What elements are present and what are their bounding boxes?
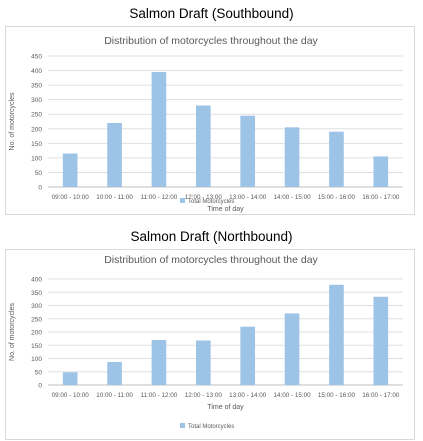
x-tick-label: 11:00 - 12:00 — [141, 194, 178, 201]
y-tick-label: 150 — [31, 141, 42, 148]
heading-northbound: Salmon Draft (Northbound) — [130, 229, 293, 244]
chart-title: Distribution of motorcycles throughout t… — [104, 35, 318, 47]
x-tick-label: 12:00 - 13:00 — [185, 392, 223, 399]
bar — [329, 284, 344, 385]
y-tick-label: 250 — [31, 316, 42, 323]
x-tick-label: 09:00 - 10:00 — [52, 392, 90, 399]
legend-label: Total Motorcycles — [188, 424, 234, 430]
y-tick-label: 350 — [31, 83, 42, 90]
bar — [284, 313, 300, 385]
y-tick-label: 150 — [31, 343, 42, 350]
y-tick-label: 200 — [31, 126, 42, 133]
y-tick-label: 100 — [31, 356, 42, 363]
x-tick-label: 13:00 - 14:00 — [229, 392, 267, 399]
bar — [107, 361, 122, 385]
y-tick-label: 300 — [31, 303, 42, 310]
bar — [195, 105, 211, 187]
y-tick-label: 0 — [38, 185, 42, 192]
x-tick-label: 16:00 - 17:00 — [362, 392, 400, 399]
y-axis-label: No. of motorcycles — [9, 92, 16, 150]
heading-southbound: Salmon Draft (Southbound) — [129, 6, 294, 21]
chart-title: Distribution of motorcycles throughout t… — [104, 254, 318, 266]
y-tick-label: 400 — [31, 277, 42, 284]
y-tick-label: 400 — [31, 68, 42, 75]
x-tick-label: 16:00 - 17:00 — [362, 194, 400, 201]
x-tick-label: 11:00 - 12:00 — [141, 392, 178, 399]
bar — [107, 122, 122, 187]
bar — [284, 127, 300, 187]
y-tick-label: 250 — [31, 112, 42, 119]
x-tick-label: 10:00 - 11:00 — [96, 392, 133, 399]
bar — [240, 115, 256, 187]
y-tick-label: 200 — [31, 330, 42, 337]
x-tick-label: 14:00 - 15:00 — [274, 392, 312, 399]
northbound-chart: Distribution of motorcycles throughout t… — [5, 249, 415, 440]
southbound-chart: Distribution of motorcycles throughout t… — [5, 26, 415, 215]
x-tick-label: 10:00 - 11:00 — [96, 194, 133, 201]
y-axis-label: No. of motorcycles — [9, 303, 16, 361]
bar — [62, 153, 78, 187]
legend-label: Total Motorcycles — [188, 199, 234, 205]
legend-swatch — [180, 423, 185, 428]
y-tick-label: 0 — [38, 383, 42, 390]
bar — [62, 372, 78, 385]
bar — [373, 296, 389, 385]
x-axis-label: Time of day — [207, 206, 244, 213]
y-tick-label: 350 — [31, 290, 42, 297]
x-tick-label: 12:00 - 13:00 — [185, 194, 223, 201]
x-tick-label: 15:00 - 16:00 — [318, 194, 356, 201]
x-tick-label: 09:00 - 10:00 — [52, 194, 90, 201]
bar — [329, 131, 344, 187]
y-tick-label: 450 — [31, 54, 42, 61]
x-axis-label: Time of day — [207, 404, 244, 411]
y-tick-label: 50 — [35, 369, 43, 376]
y-tick-label: 100 — [31, 155, 42, 162]
bar — [373, 156, 389, 187]
bar — [195, 340, 211, 385]
x-tick-label: 15:00 - 16:00 — [318, 392, 356, 399]
x-tick-label: 13:00 - 14:00 — [229, 194, 267, 201]
y-tick-label: 300 — [31, 97, 42, 104]
bar — [240, 326, 256, 385]
y-tick-label: 50 — [35, 170, 43, 177]
bar — [151, 339, 167, 385]
x-tick-label: 14:00 - 15:00 — [274, 194, 312, 201]
legend-swatch — [180, 198, 185, 203]
bar — [151, 72, 167, 187]
